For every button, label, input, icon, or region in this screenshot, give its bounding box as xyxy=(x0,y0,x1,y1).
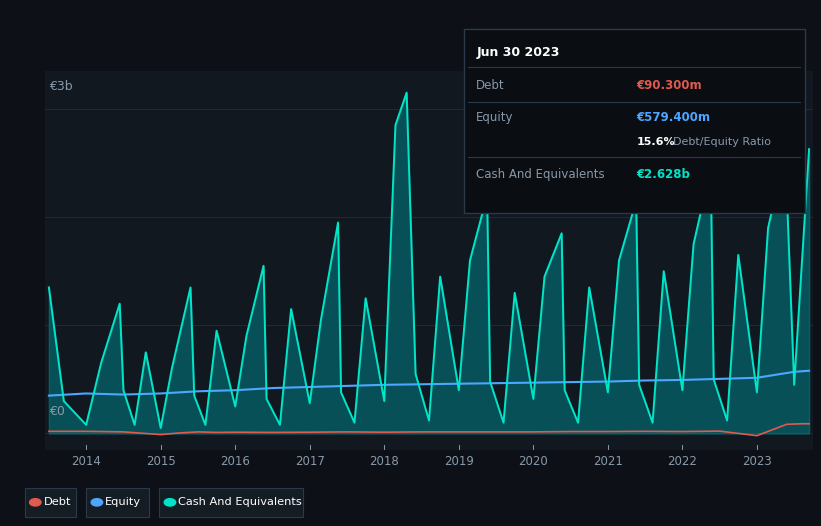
Text: Equity: Equity xyxy=(476,112,514,124)
Text: Debt: Debt xyxy=(44,497,71,508)
Text: 2017: 2017 xyxy=(295,455,324,468)
Text: €2.628b: €2.628b xyxy=(636,168,690,181)
Text: 2016: 2016 xyxy=(220,455,250,468)
Text: 2021: 2021 xyxy=(593,455,623,468)
Text: 2022: 2022 xyxy=(667,455,697,468)
Text: 15.6%: 15.6% xyxy=(636,137,675,147)
Text: €3b: €3b xyxy=(49,80,72,94)
Text: €0: €0 xyxy=(49,404,65,418)
Text: 2015: 2015 xyxy=(146,455,176,468)
Text: Debt: Debt xyxy=(476,79,505,92)
Text: Debt/Equity Ratio: Debt/Equity Ratio xyxy=(673,137,771,147)
Text: Jun 30 2023: Jun 30 2023 xyxy=(476,46,560,59)
Text: €579.400m: €579.400m xyxy=(636,112,710,124)
Text: €90.300m: €90.300m xyxy=(636,79,702,92)
Text: Equity: Equity xyxy=(105,497,141,508)
Text: Cash And Equivalents: Cash And Equivalents xyxy=(178,497,302,508)
Text: Cash And Equivalents: Cash And Equivalents xyxy=(476,168,605,181)
Text: 2014: 2014 xyxy=(71,455,101,468)
Text: 2023: 2023 xyxy=(742,455,772,468)
Text: 2019: 2019 xyxy=(444,455,474,468)
Text: 2020: 2020 xyxy=(518,455,548,468)
Text: 2018: 2018 xyxy=(369,455,399,468)
